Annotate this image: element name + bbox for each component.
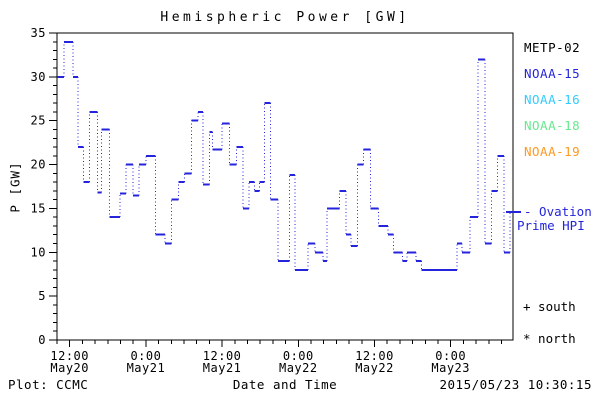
x-tick-date-label: May22 [355, 361, 394, 375]
x-axis-ticks: 12:00May200:00May2112:00May210:00May2212… [50, 340, 502, 375]
x-tick-date-label: May22 [279, 361, 318, 375]
x-tick-time-label: 0:00 [283, 349, 314, 363]
x-tick-time-label: 0:00 [130, 349, 161, 363]
ovation-label-line2: Prime HPI [517, 218, 585, 233]
legend-item-metp-02: METP-02 [524, 40, 581, 55]
x-tick-time-label: 12:00 [355, 349, 394, 363]
y-tick-label: 20 [31, 158, 46, 172]
y-tick-label: 35 [31, 26, 46, 40]
ovation-prime-hpi-label: - Ovation Prime HPI [517, 204, 592, 233]
x-tick-time-label: 0:00 [435, 349, 466, 363]
y-axis-ticks: 0 5 10 15 20 25 30 35 [31, 26, 57, 347]
x-tick-time-label: 12:00 [203, 349, 242, 363]
south-marker-label: + south [523, 299, 576, 314]
satellite-legend: METP-02 NOAA-15 NOAA-16 NOAA-18 NOAA-19 [524, 35, 580, 165]
legend-item-noaa-19: NOAA-19 [524, 144, 581, 159]
north-marker-label: * north [523, 331, 576, 346]
y-tick-label: 10 [31, 245, 46, 259]
x-tick-time-label: 12:00 [50, 349, 89, 363]
hpi-step-curve [57, 40, 521, 271]
plot-timestamp: 2015/05/23 10:30:15 [439, 377, 592, 392]
x-tick-date-label: May23 [431, 361, 470, 375]
plot-credit: Plot: CCMC [8, 377, 89, 392]
legend-item-noaa-16: NOAA-16 [524, 92, 581, 107]
x-axis-label: Date and Time [232, 377, 338, 392]
y-tick-label: 0 [38, 333, 46, 347]
x-tick-date-label: May21 [203, 361, 242, 375]
y-tick-label: 30 [31, 70, 46, 84]
axis-box [56, 32, 514, 341]
x-tick-date-label: May21 [127, 361, 166, 375]
y-tick-label: 15 [31, 201, 46, 215]
x-tick-date-label: May20 [50, 361, 89, 375]
ovation-label-line1: - Ovation [524, 204, 592, 219]
y-tick-label: 5 [38, 289, 46, 303]
legend-item-noaa-15: NOAA-15 [524, 66, 581, 81]
y-tick-label: 25 [31, 114, 46, 128]
chart-title: Hemispheric Power [GW] [160, 10, 410, 25]
legend-item-noaa-18: NOAA-18 [524, 118, 581, 133]
